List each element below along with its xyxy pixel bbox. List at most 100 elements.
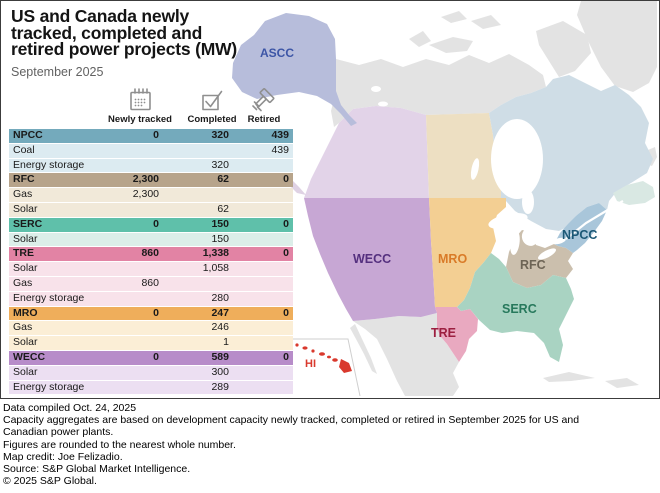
table-cell-region: RFC [13, 173, 35, 186]
map-label-serc: SERC [502, 302, 537, 316]
table-cell-fuel: Solar [13, 232, 38, 245]
table-row-gas: Gas 860 [9, 276, 293, 291]
map-label-npcc: NPCC [562, 228, 597, 242]
table-cell-region: TRE [13, 247, 34, 260]
table-row-npcc: NPCC 0 320 439 [9, 129, 293, 143]
table-cell-fuel: Gas [13, 321, 33, 334]
region-mro-us [429, 198, 506, 307]
region-mro-canada [426, 113, 501, 198]
baja-california [350, 324, 377, 374]
cuba [543, 372, 595, 382]
lake-superior [488, 212, 528, 230]
legend-label-completed: Completed [187, 114, 237, 125]
table-cell-region: NPCC [13, 129, 43, 141]
page-title: US and Canada newly tracked, completed a… [11, 8, 237, 58]
great-slave-lake [378, 101, 388, 107]
lake-michigan [510, 231, 520, 255]
table-row-solar: Solar 300 [9, 365, 293, 380]
footer-map-credit: Map credit: Joe Felizadio. [3, 450, 123, 463]
region-serc-us [457, 253, 574, 362]
subtitle-date: September 2025 [11, 65, 104, 79]
legend-newly-tracked: Newly tracked [97, 87, 183, 125]
table-cell-completed: 320 [211, 129, 229, 141]
lake-huron [521, 228, 539, 246]
hammer-demolition-icon [251, 88, 274, 112]
hispaniola [605, 378, 639, 388]
great-bear-lake [371, 86, 381, 92]
legend-retired: Retired [239, 87, 289, 125]
north-america-map: ASCC WECC MRO TRE RFC SERC NPCC HI [232, 1, 657, 396]
table-cell-fuel: Energy storage [13, 380, 85, 393]
table-cell-region: SERC [13, 217, 43, 230]
title-line-2: tracked, completed and [11, 22, 203, 43]
table-cell-retired: 439 [271, 129, 289, 141]
table-row-rfc: RFC 2,300 62 0 [9, 173, 293, 188]
table-row-solar: Solar 150 [9, 232, 293, 247]
footer-methodology-line-2: Canadian power plants. [3, 426, 114, 439]
map-label-hi: HI [305, 358, 316, 370]
table-cell-fuel: Solar [13, 365, 38, 378]
footer-compiled-date: Data compiled Oct. 24, 2025 [3, 402, 137, 414]
legend-label-newly-tracked: Newly tracked [108, 114, 172, 125]
region-wecc-us [304, 198, 437, 321]
table-cell-fuel: Gas [13, 188, 33, 201]
table-row-energy-storage: Energy storage 280 [9, 291, 293, 306]
table-cell-fuel: Solar [13, 202, 38, 215]
greenland [577, 1, 657, 92]
table-cell-region: WECC [13, 350, 46, 363]
mexico [353, 313, 459, 396]
table-cell-fuel: Solar [13, 336, 38, 349]
footer-copyright: © 2025 S&P Global. [3, 475, 97, 488]
lake-winnipeg [470, 158, 480, 180]
map-label-mro: MRO [438, 252, 467, 266]
table-row-energy-storage: Energy storage 320 [9, 158, 293, 173]
st-lawrence-river [565, 200, 624, 240]
map-label-ascc: ASCC [260, 46, 294, 60]
table-cell-newly: 0 [153, 129, 159, 141]
footer-source: Source: S&P Global Market Intelligence. [3, 463, 191, 476]
map-label-tre: TRE [431, 326, 456, 340]
table-row-energy-storage: Energy storage 289 [9, 380, 293, 395]
table-cell-fuel: Coal [13, 143, 35, 156]
region-tre-us [435, 307, 478, 362]
footer-methodology-line-1: Capacity aggregates are based on develop… [3, 414, 580, 427]
table-cell-fuel: Solar [13, 262, 38, 275]
table-cell-fuel: Energy storage [13, 291, 85, 304]
hudson-bay [491, 119, 543, 199]
arctic-islet-2 [441, 11, 467, 23]
baffin-island [536, 21, 591, 77]
table-row-gas: Gas 2,300 [9, 188, 293, 202]
calendar-icon [129, 88, 151, 111]
other-land-shapes [331, 1, 657, 396]
james-bay [522, 190, 534, 214]
lake-erie [538, 248, 556, 260]
table-row-serc: SERC 0 150 0 [9, 217, 293, 232]
table-row-solar: Solar 1 [9, 336, 293, 350]
table-row-solar: Solar 1,058 [9, 262, 293, 276]
footer-rounding-note: Figures are rounded to the nearest whole… [3, 438, 236, 451]
lakes [371, 86, 624, 260]
capacity-table: NPCC 0 320 439 Coal 439 Energy storage 3… [9, 129, 293, 395]
title-line-3: retired power projects (MW) [11, 39, 238, 59]
map-label-wecc: WECC [353, 252, 391, 266]
table-row-coal: Coal 439 [9, 143, 293, 158]
region-wecc-canada [304, 106, 429, 198]
legend-label-retired: Retired [247, 114, 281, 125]
table-cell-fuel: Gas [13, 276, 33, 289]
table-row-gas: Gas 246 [9, 321, 293, 336]
table-row-solar: Solar 62 [9, 202, 293, 217]
table-row-wecc: WECC 0 589 0 [9, 350, 293, 365]
map-panel: ASCC WECC MRO TRE RFC SERC NPCC HI US an… [0, 0, 660, 399]
arctic-islet-1 [471, 15, 501, 29]
checkbox-check-icon [201, 90, 222, 111]
hawaii-islands [295, 343, 352, 373]
map-labels: ASCC WECC MRO TRE RFC SERC NPCC HI [260, 46, 597, 370]
table-row-mro: MRO 0 247 0 [9, 306, 293, 321]
table-cell-region: MRO [13, 306, 38, 319]
table-cell-fuel: Energy storage [13, 158, 85, 171]
banks-island [409, 31, 431, 47]
title-line-1: US and Canada newly [11, 6, 190, 26]
table-row-tre: TRE 860 1,338 0 [9, 247, 293, 262]
map-label-rfc: RFC [520, 258, 546, 272]
lake-ontario [552, 237, 566, 245]
